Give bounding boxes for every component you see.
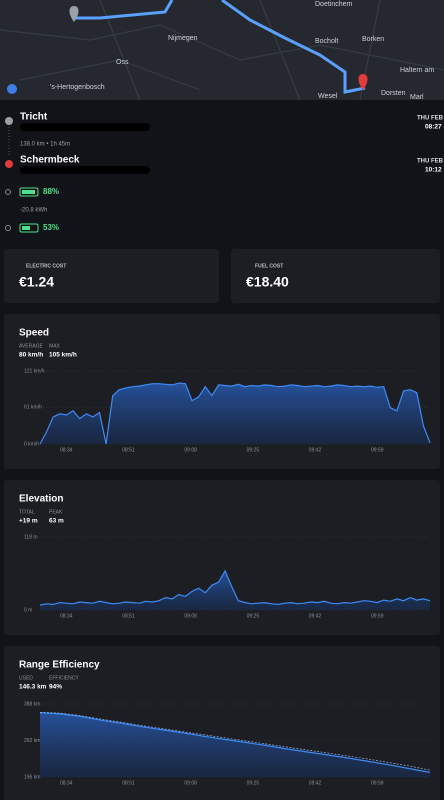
x-tick-label: 08:51 <box>122 613 135 619</box>
line <box>39 569 431 606</box>
stat-value: 80 km/h <box>19 352 43 359</box>
x-tick-label: 09:59 <box>371 613 384 619</box>
line <box>39 712 431 773</box>
map: Doetinchem Nijmegen Bocholt Borken Oss '… <box>0 0 444 101</box>
start-day: THU FEB <box>417 116 444 122</box>
y-tick-label: 0 km/h <box>24 441 39 447</box>
map-label: Oss <box>116 59 129 66</box>
x-tick-label: 08:51 <box>122 780 135 786</box>
x-tick-label: 08:34 <box>60 613 73 619</box>
y-tick-label: 292 km <box>24 738 40 744</box>
chart-title: Elevation <box>19 494 63 505</box>
cost-label: ELECTRIC COST <box>26 263 66 269</box>
stat-label: AVERAGE <box>19 343 43 349</box>
x-tick-label: 09:08 <box>184 780 197 786</box>
battery-end: 53% <box>43 223 59 232</box>
area <box>40 383 430 444</box>
chart-card <box>4 480 440 635</box>
area <box>40 712 430 777</box>
trip-summary: 138.0 km • 1h 45m <box>20 142 70 148</box>
y-tick-label: 121 km/h <box>24 368 45 374</box>
expected-line <box>39 712 431 771</box>
stat-label: PEAK <box>49 509 63 515</box>
energy-used: -20.8 kWh <box>20 208 47 214</box>
map-label: Bocholt <box>315 38 338 45</box>
x-tick-label: 09:25 <box>247 780 260 786</box>
map-label: 's-Hertogenbosch <box>50 84 105 91</box>
start-name: Tricht <box>20 112 48 123</box>
x-tick-label: 09:25 <box>247 447 260 453</box>
x-tick-label: 08:51 <box>122 447 135 453</box>
trip: Tricht 138.0 km • 1h 45m Schermbeck THU … <box>5 112 444 233</box>
stat-value: 63 m <box>49 518 64 525</box>
stat-label: TOTAL <box>19 509 35 515</box>
x-tick-label: 09:08 <box>184 613 197 619</box>
map-label: Nijmegen <box>168 35 198 42</box>
map-label: Marl <box>410 94 424 101</box>
y-tick-label: 0 m <box>24 607 32 613</box>
x-tick-label: 09:25 <box>247 613 260 619</box>
map-label: Wesel <box>318 93 338 100</box>
x-tick-label: 09:59 <box>371 447 384 453</box>
start-time: 08:27 <box>425 124 442 131</box>
stat-label: EFFICIENCY <box>49 675 79 681</box>
map-label: Dorsten <box>381 90 406 97</box>
y-tick-label: 61 km/h <box>24 405 42 411</box>
x-tick-label: 09:42 <box>309 613 322 619</box>
end-day: THU FEB <box>417 159 444 165</box>
chart-title: Range Efficiency <box>19 660 100 671</box>
x-tick-label: 09:59 <box>371 780 384 786</box>
cost-value: €1.24 <box>19 274 54 290</box>
y-tick-label: 388 km <box>24 701 40 707</box>
card <box>231 249 440 303</box>
x-tick-label: 08:34 <box>60 780 73 786</box>
map-label: Doetinchem <box>315 1 353 8</box>
stat-value: 105 km/h <box>49 352 77 359</box>
y-tick-label: 196 km <box>24 774 40 780</box>
charts: Speed AVERAGE 80 km/h MAX 105 km/h 0 km/h 61 k… <box>4 314 440 800</box>
x-tick-label: 09:42 <box>309 780 322 786</box>
line <box>39 382 431 445</box>
stat-label: MAX <box>49 343 61 349</box>
cost-label: FUEL COST <box>255 263 283 269</box>
end-time: 10:12 <box>425 167 442 174</box>
locate-button[interactable] <box>7 84 17 94</box>
chart-title: Speed <box>19 328 49 339</box>
end-name: Schermbeck <box>20 155 80 166</box>
stat-value: 146.3 km <box>19 684 47 691</box>
area <box>40 571 430 610</box>
y-tick-label: 118 m <box>24 534 38 540</box>
card <box>4 249 219 303</box>
x-tick-label: 09:08 <box>184 447 197 453</box>
x-tick-label: 09:42 <box>309 447 322 453</box>
stat-value: +19 m <box>19 518 38 525</box>
stat-value: 94% <box>49 684 62 691</box>
map-label: Haltern am <box>400 67 434 74</box>
battery-start: 88% <box>43 187 59 196</box>
redacted <box>20 123 150 131</box>
stat-label: USED <box>19 675 33 681</box>
map-label: Borken <box>362 36 384 43</box>
redacted <box>20 166 150 174</box>
cost-value: €18.40 <box>246 274 289 290</box>
x-tick-label: 08:34 <box>60 447 73 453</box>
